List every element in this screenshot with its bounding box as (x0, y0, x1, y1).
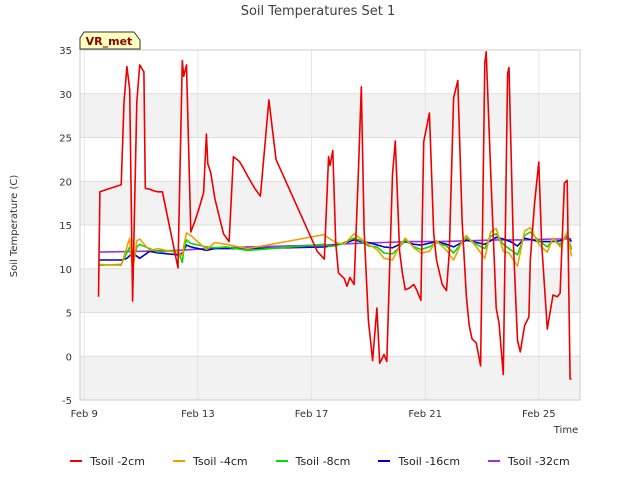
legend-swatch (488, 460, 501, 462)
series-lines (97, 50, 573, 380)
legend-swatch (378, 460, 391, 462)
y-tick-label: 25 (59, 134, 72, 145)
legend-item: Tsoil -8cm (275, 452, 351, 470)
series-line (98, 238, 572, 253)
chart-title: Soil Temperatures Set 1 (241, 4, 396, 19)
series-line (97, 50, 572, 380)
plot-bands (80, 93, 580, 400)
legend-item: Tsoil -4cm (172, 452, 248, 470)
x-tick-label: Feb 13 (181, 409, 215, 420)
legend-item: Tsoil -16cm (378, 452, 460, 470)
legend-label: Tsoil -4cm (192, 454, 248, 468)
legend-label: Tsoil -16cm (398, 454, 461, 468)
y-tick-label: 0 (66, 352, 72, 363)
y-tick-label: -5 (62, 396, 72, 407)
y-tick-label: 15 (59, 221, 72, 232)
x-tick-label: Feb 17 (295, 409, 329, 420)
x-tick-label: Feb 25 (522, 409, 556, 420)
plot-band (80, 181, 580, 225)
x-tick-labels: Feb 9 Feb 13 Feb 17 Feb 21 Feb 25 (71, 409, 556, 420)
legend-label: Tsoil -32cm (508, 454, 570, 468)
y-axis-label: Soil Temperature (C) (9, 175, 20, 278)
series-line (98, 226, 573, 272)
badge-shape (79, 31, 141, 50)
y-tick-label: 10 (59, 265, 72, 276)
x-axis-label: Time (553, 425, 578, 436)
y-tick-label: 20 (59, 177, 72, 188)
y-tick-label: 30 (59, 90, 72, 101)
y-tick-label: 5 (66, 309, 72, 320)
chart-legend: Tsoil -2cm Tsoil -4cm Tsoil -8cm Tsoil -16c… (0, 452, 640, 470)
legend-item: Tsoil -32cm (488, 452, 570, 470)
plot-frame (79, 49, 581, 401)
vertical-gridlines (83, 50, 540, 400)
x-tick-label: Feb 9 (71, 409, 98, 420)
legend-label: Tsoil -2cm (90, 454, 145, 468)
badge-label: VR_met (86, 35, 133, 48)
legend-swatch (70, 460, 83, 462)
station-badge: VR_met (79, 31, 141, 50)
legend-label: Tsoil -8cm (295, 454, 351, 468)
y-tick-labels: -5 0 5 10 15 20 25 30 35 (59, 46, 72, 407)
x-tick-label: Feb 21 (408, 409, 442, 420)
plot-band (80, 93, 580, 138)
y-tick-label: 35 (59, 46, 72, 57)
legend-swatch (275, 460, 288, 462)
legend-item: Tsoil -2cm (70, 452, 145, 470)
legend-swatch (172, 460, 185, 462)
plot-band (80, 356, 580, 400)
